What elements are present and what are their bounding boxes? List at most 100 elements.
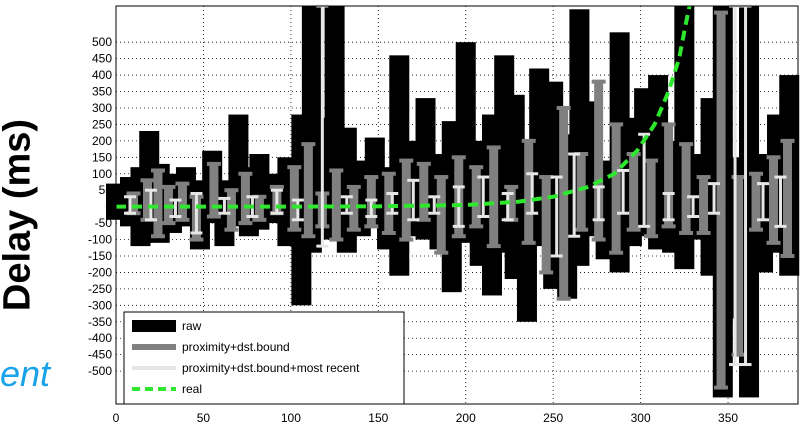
y-tick-label: -500 — [88, 364, 112, 378]
y-tick-label: 400 — [92, 68, 112, 82]
cropped-caption-text: ent — [0, 353, 51, 394]
y-tick-label: -150 — [88, 249, 112, 263]
bar-most-recent — [194, 193, 198, 233]
x-tick-label: 300 — [631, 411, 651, 425]
y-tick-label: 100 — [92, 167, 112, 181]
bar-proximity — [646, 160, 656, 237]
bar-most-recent — [667, 193, 671, 220]
y-tick-label: -350 — [88, 315, 112, 329]
bar-proximity — [629, 154, 639, 230]
bar-proximity — [128, 193, 138, 214]
bar-proximity — [177, 183, 187, 220]
bar-proximity — [254, 196, 264, 220]
real-series-layer — [116, 5, 692, 209]
bar-proximity — [384, 173, 394, 233]
legend-label: real — [182, 382, 202, 396]
bar-most-recent — [733, 6, 737, 365]
bar-proximity — [401, 160, 411, 240]
legend-label: proximity+dst.bound+most recent — [182, 361, 360, 375]
y-tick-label: 300 — [92, 101, 112, 115]
bar-proximity — [594, 81, 604, 240]
x-tick-label: 100 — [281, 411, 301, 425]
bar-most-recent — [296, 200, 300, 220]
bar-proximity — [524, 140, 534, 243]
x-tick-label: 200 — [456, 411, 476, 425]
y-tick-label: 450 — [92, 52, 112, 66]
bar-most-recent — [642, 134, 646, 227]
y-tick-label: 350 — [92, 85, 112, 99]
bar-most-recent — [530, 173, 534, 214]
bar-proximity — [664, 124, 674, 227]
bar-proximity — [142, 180, 152, 220]
y-tick-label: 200 — [92, 134, 112, 148]
bar-most-recent — [506, 193, 510, 220]
bar-proximity — [471, 167, 481, 227]
y-tick-label: 500 — [92, 35, 112, 49]
bar-proximity — [559, 107, 569, 299]
y-tick-label: -300 — [88, 298, 112, 312]
bar-most-recent — [222, 198, 226, 214]
bar-proximity — [226, 190, 236, 230]
bar-most-recent — [411, 180, 415, 220]
legend: raw proximity+dst.bound proximity+dst.boun… — [123, 311, 405, 405]
y-tick-label: -200 — [88, 265, 112, 279]
y-tick-label: 250 — [92, 117, 112, 131]
bar-most-recent — [555, 177, 559, 256]
bar-proximity — [681, 144, 691, 233]
y-tick-label: -50 — [95, 216, 113, 230]
y-tick-label: -100 — [88, 233, 112, 247]
bar-proximity — [153, 170, 163, 237]
bar-most-recent — [691, 196, 695, 217]
y-tick-label: -400 — [88, 331, 112, 345]
plot-frame — [115, 5, 799, 405]
bar-most-recent — [761, 183, 765, 220]
bar-proximity — [716, 12, 726, 388]
x-tick-label: 150 — [368, 411, 388, 425]
bar-most-recent — [744, 6, 748, 365]
bar-proximity — [506, 186, 516, 220]
bar-most-recent — [390, 193, 394, 214]
bar-proximity — [419, 163, 429, 220]
bar-most-recent — [712, 183, 716, 214]
bar-proximity — [489, 147, 499, 247]
legend-label: raw — [182, 319, 202, 333]
bar-proximity — [769, 157, 779, 243]
x-tick-label: 350 — [718, 411, 738, 425]
legend-label: proximity+dst.bound — [182, 340, 290, 354]
bar-proximity — [436, 177, 446, 253]
y-tick-label: -450 — [88, 348, 112, 362]
x-tick-label: 50 — [197, 411, 211, 425]
bar-proximity — [349, 186, 359, 230]
bar-raw — [739, 6, 760, 398]
bar-most-recent — [128, 196, 132, 214]
bar-proximity — [541, 177, 551, 273]
bar-proximity — [783, 140, 793, 256]
bar-most-recent — [597, 186, 601, 220]
bar-proximity — [751, 173, 761, 230]
bar-proximity — [611, 124, 621, 253]
bar-proximity — [303, 144, 313, 237]
bar-proximity — [699, 177, 709, 233]
y-tick-label: 0 — [105, 200, 112, 214]
y-tick-label: -250 — [88, 282, 112, 296]
x-tick-label: 0 — [113, 411, 120, 425]
y-tick-label: 50 — [99, 183, 113, 197]
bar-proximity — [734, 177, 744, 355]
y-tick-labels: 500450400350300250200150100500-50-100-15… — [88, 35, 112, 378]
bar-proximity — [576, 154, 586, 230]
bar-proximity — [331, 170, 341, 240]
bars-layer — [106, 4, 800, 398]
bar-most-recent — [320, 6, 324, 247]
x-tick-labels: 0 50 100 150 200 250 300 350 — [113, 411, 739, 425]
bar-most-recent — [621, 170, 625, 214]
bar-most-recent — [572, 154, 576, 237]
bar-most-recent — [275, 190, 279, 214]
bar-most-recent — [481, 177, 485, 217]
bar-proximity — [289, 167, 299, 230]
line-real — [116, 5, 692, 209]
y-tick-label: 150 — [92, 150, 112, 164]
bar-most-recent — [779, 177, 783, 227]
bar-most-recent — [432, 196, 436, 214]
x-tick-label: 250 — [543, 411, 563, 425]
